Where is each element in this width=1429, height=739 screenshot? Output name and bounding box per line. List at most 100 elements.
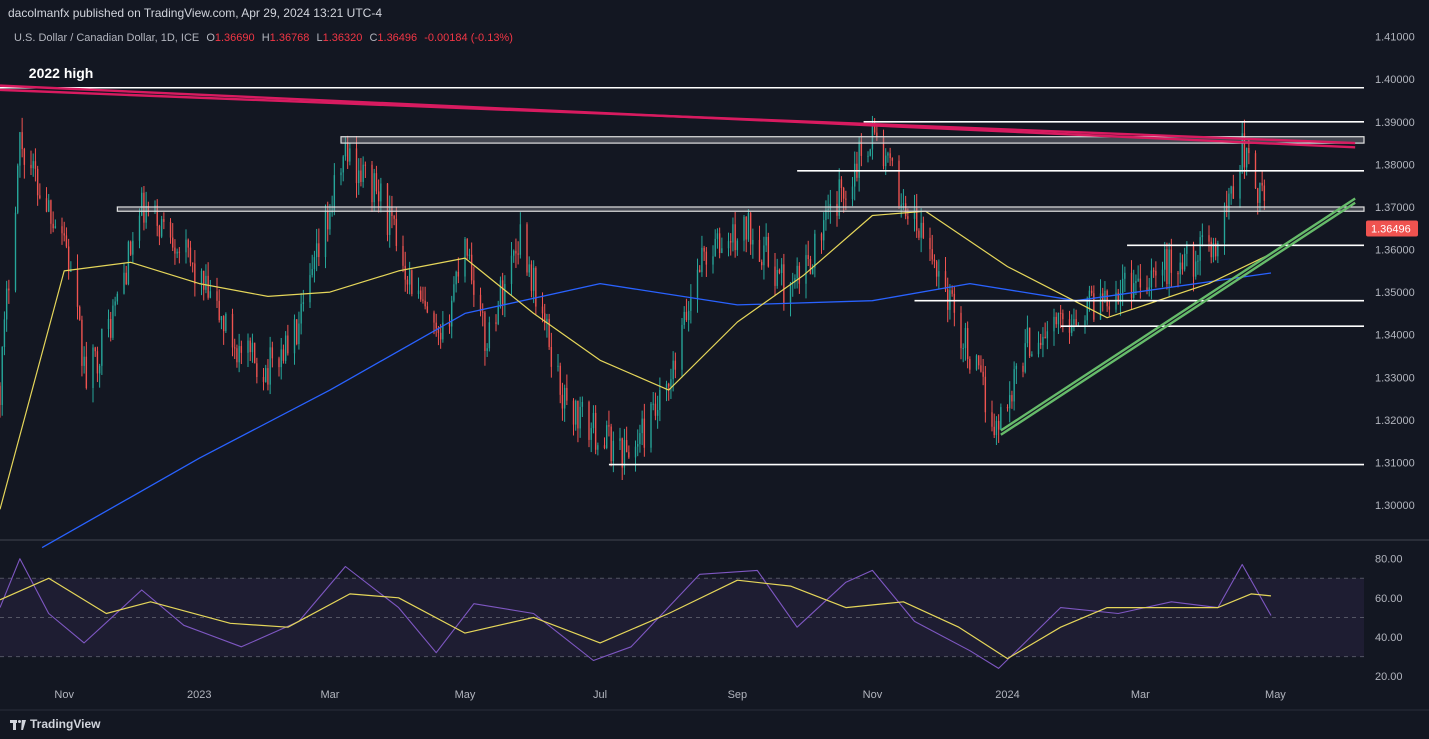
candle-body [1223, 205, 1226, 243]
candle-body [1106, 290, 1108, 307]
candle-body [81, 319, 83, 366]
x-tick-label: Nov [863, 689, 883, 701]
candle-body [623, 440, 626, 468]
candle-body [860, 140, 863, 156]
candle-body [3, 319, 6, 348]
candle-body [311, 269, 313, 276]
chart-area[interactable]: Nov 2023 Mar May Jul Sep Nov 2024 Mar May 1.30000 1… [0, 26, 1429, 739]
chart-canvas[interactable]: Nov 2023 Mar May Jul Sep Nov 2024 Mar May 1.30000 1… [0, 26, 1429, 739]
y-tick-label: 1.37000 [1375, 202, 1415, 214]
candle-body [652, 403, 654, 405]
candle-body [1108, 306, 1111, 310]
x-tick-label: May [1265, 689, 1286, 701]
candle-body [220, 316, 223, 321]
candle-body [1243, 133, 1246, 168]
candle-body [575, 400, 577, 425]
candle-body [114, 301, 116, 306]
candle-body [1257, 188, 1259, 203]
x-tick-label: Mar [320, 689, 339, 701]
legend-low-label: L [316, 32, 323, 44]
candle-body [916, 207, 918, 231]
x-tick-label: Jul [593, 689, 607, 701]
candle-body [163, 219, 165, 222]
candle-body [380, 183, 382, 202]
candle-body [1146, 287, 1148, 291]
candle-body [1166, 249, 1168, 285]
candle-body [324, 210, 327, 258]
candle-body [1013, 369, 1015, 402]
candle-body [300, 303, 302, 324]
candle-body [975, 355, 978, 370]
candle-body [634, 446, 637, 458]
candle-body [253, 342, 256, 364]
rsi-ma-line [0, 577, 1272, 660]
publisher-line: dacolmanfx published on TradingView.com,… [8, 6, 383, 20]
candle-body [1186, 244, 1188, 254]
candle-body [176, 251, 178, 254]
candle-body [466, 239, 468, 256]
candle-body [67, 246, 70, 272]
candle-body [178, 251, 181, 253]
candle-body [858, 140, 860, 178]
candle-body [935, 261, 938, 277]
candle-body [670, 379, 672, 387]
candle-body [530, 264, 533, 291]
candle-body [251, 342, 254, 353]
y-tick-label: 1.40000 [1375, 74, 1415, 86]
candle-body [730, 241, 732, 243]
annotation-label: 2022 high [29, 65, 94, 81]
candle-body [845, 198, 847, 200]
candle-body [581, 402, 584, 407]
candle-body [424, 300, 426, 307]
candle-body [1168, 249, 1170, 285]
candle-body [758, 239, 761, 262]
candle-body [203, 270, 205, 290]
candle-body [247, 340, 249, 353]
candle-body [643, 418, 646, 448]
candle-body [1197, 260, 1199, 262]
candle-body [346, 142, 349, 162]
candle-body [138, 215, 141, 241]
candle-body [1232, 186, 1235, 199]
candle-body [287, 335, 289, 354]
y-tick-label: 1.35000 [1375, 287, 1415, 299]
candle-body [54, 226, 57, 229]
candle-body [225, 313, 227, 332]
candle-body [0, 385, 1, 405]
candle-body [455, 271, 457, 285]
candle-body [1104, 290, 1106, 301]
candle-body [1199, 237, 1201, 261]
candle-body [34, 161, 37, 169]
candle-body [371, 164, 373, 203]
candle-body [284, 335, 287, 361]
candle-body [169, 221, 172, 238]
legend-close-label: C [369, 32, 378, 44]
candle-body [1062, 313, 1064, 320]
candle-body [437, 328, 440, 333]
candle-body [1261, 182, 1263, 186]
candle-body [156, 205, 158, 226]
x-tick-label: Mar [1131, 689, 1150, 701]
candle-body [532, 267, 535, 291]
candle-body [1248, 147, 1250, 154]
candle-body [805, 255, 807, 284]
x-tick-label: Nov [54, 689, 74, 701]
candle-body [1090, 290, 1093, 294]
tradingview-logo[interactable]: TradingView [10, 716, 100, 732]
y-tick-label: 1.33000 [1375, 372, 1415, 384]
candle-body [355, 148, 358, 184]
candle-body [1130, 272, 1133, 298]
candle-body [342, 156, 344, 173]
candle-body [1183, 253, 1186, 270]
candle-body [187, 239, 189, 248]
candle-body [1042, 336, 1044, 346]
candle-body [1148, 287, 1150, 291]
candle-body [966, 328, 969, 360]
candle-body [101, 328, 103, 366]
candle-body [262, 377, 265, 382]
candle-body [749, 213, 752, 245]
candle-body [867, 155, 869, 157]
candle-body [827, 209, 829, 211]
candle-body [721, 248, 723, 253]
rsi-y-tick-label: 80.00 [1375, 554, 1403, 566]
